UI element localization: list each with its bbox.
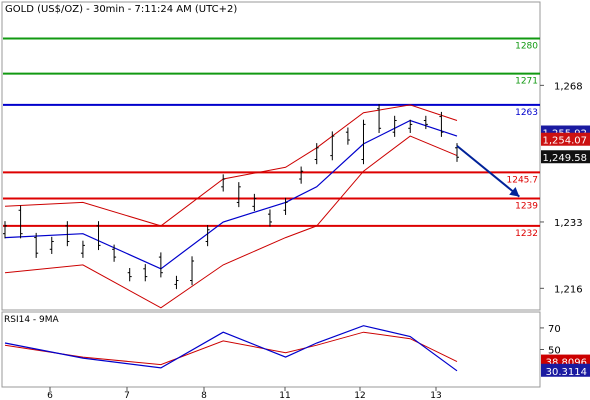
x-tick-label: 8 xyxy=(201,391,207,400)
price-bar xyxy=(127,268,132,282)
price-bar xyxy=(158,252,163,278)
price-bar xyxy=(267,209,272,227)
price-tag-label: 1,254.07 xyxy=(542,136,587,147)
price-bar xyxy=(345,127,350,145)
chart-title: GOLD (US$/OZ) - 30min - 7:11:24 AM (UTC+… xyxy=(5,4,237,15)
level-label-1245.7: 1245.7 xyxy=(507,175,539,185)
price-bar xyxy=(299,166,304,184)
price-bar xyxy=(49,236,54,254)
forecast-arrow-shaft xyxy=(456,145,520,198)
forecast-arrow-head xyxy=(509,187,520,197)
rsi-tag-label: 30.3114 xyxy=(546,367,587,378)
price-candles xyxy=(3,104,459,290)
price-bar xyxy=(283,197,288,215)
price-bar xyxy=(221,174,226,192)
price-value-tags: 1,255.921,254.071,249.58 xyxy=(541,125,590,164)
bollinger-lower-line xyxy=(4,135,458,309)
price-y-axis: 1,268 1,233 1,216 xyxy=(540,81,583,295)
price-bar xyxy=(361,119,366,165)
price-bar xyxy=(408,119,413,133)
x-tick-label: 12 xyxy=(354,391,365,400)
horizontal-levels: 1280 1271 1263 1245.7 1239 1232 xyxy=(3,37,540,239)
price-y-tick-label: 1,268 xyxy=(554,81,583,92)
price-bar xyxy=(190,256,195,286)
level-label-1239: 1239 xyxy=(515,202,538,212)
rsi-y-tick-label: 50 xyxy=(548,346,561,357)
x-axis: 6 7 8 11 12 13 xyxy=(47,387,442,400)
price-bar xyxy=(236,182,241,208)
price-bar xyxy=(314,143,319,165)
price-bar xyxy=(205,225,210,247)
price-bar xyxy=(439,111,444,137)
rsi-ma-line xyxy=(4,331,458,366)
rsi-lines xyxy=(4,325,458,372)
level-label-1280: 1280 xyxy=(515,42,538,52)
price-bar xyxy=(174,275,179,290)
price-bar xyxy=(96,221,101,251)
price-bar xyxy=(112,244,117,262)
price-bar xyxy=(65,221,70,247)
x-tick-label: 6 xyxy=(47,391,53,400)
x-tick-label: 13 xyxy=(430,391,441,400)
price-bar xyxy=(18,205,23,239)
price-bar xyxy=(330,131,335,161)
price-tag-box xyxy=(541,150,590,164)
price-tag-box xyxy=(541,132,590,146)
price-bar xyxy=(3,221,7,239)
x-tick-label: 7 xyxy=(124,391,130,400)
forecast-arrow xyxy=(456,145,520,198)
x-tick-label: 11 xyxy=(279,391,290,400)
price-bar xyxy=(423,115,428,130)
price-bar xyxy=(34,232,39,258)
price-y-tick-label: 1,216 xyxy=(554,284,583,295)
level-label-1271: 1271 xyxy=(515,77,538,87)
price-panel-frame xyxy=(1,1,541,311)
price-tag-label: 1,249.58 xyxy=(542,153,587,164)
price-bar xyxy=(392,115,397,137)
price-bar xyxy=(143,264,148,282)
rsi-y-tick-label: 70 xyxy=(548,324,561,335)
rsi-tag-box xyxy=(541,363,590,377)
rsi-panel-label: RSI14 - 9MA xyxy=(4,315,60,325)
level-label-1232: 1232 xyxy=(515,229,538,239)
level-label-1263: 1263 xyxy=(515,108,538,118)
price-bar xyxy=(80,240,85,258)
price-bar xyxy=(377,104,382,133)
rsi-y-axis: 70 50 xyxy=(540,324,561,357)
price-y-tick-label: 1,233 xyxy=(554,218,583,229)
rsi-tag-label: 38.8096 xyxy=(546,358,587,369)
bollinger-upper-line xyxy=(4,104,458,227)
rsi-line xyxy=(4,325,458,372)
price-bar xyxy=(252,193,257,212)
